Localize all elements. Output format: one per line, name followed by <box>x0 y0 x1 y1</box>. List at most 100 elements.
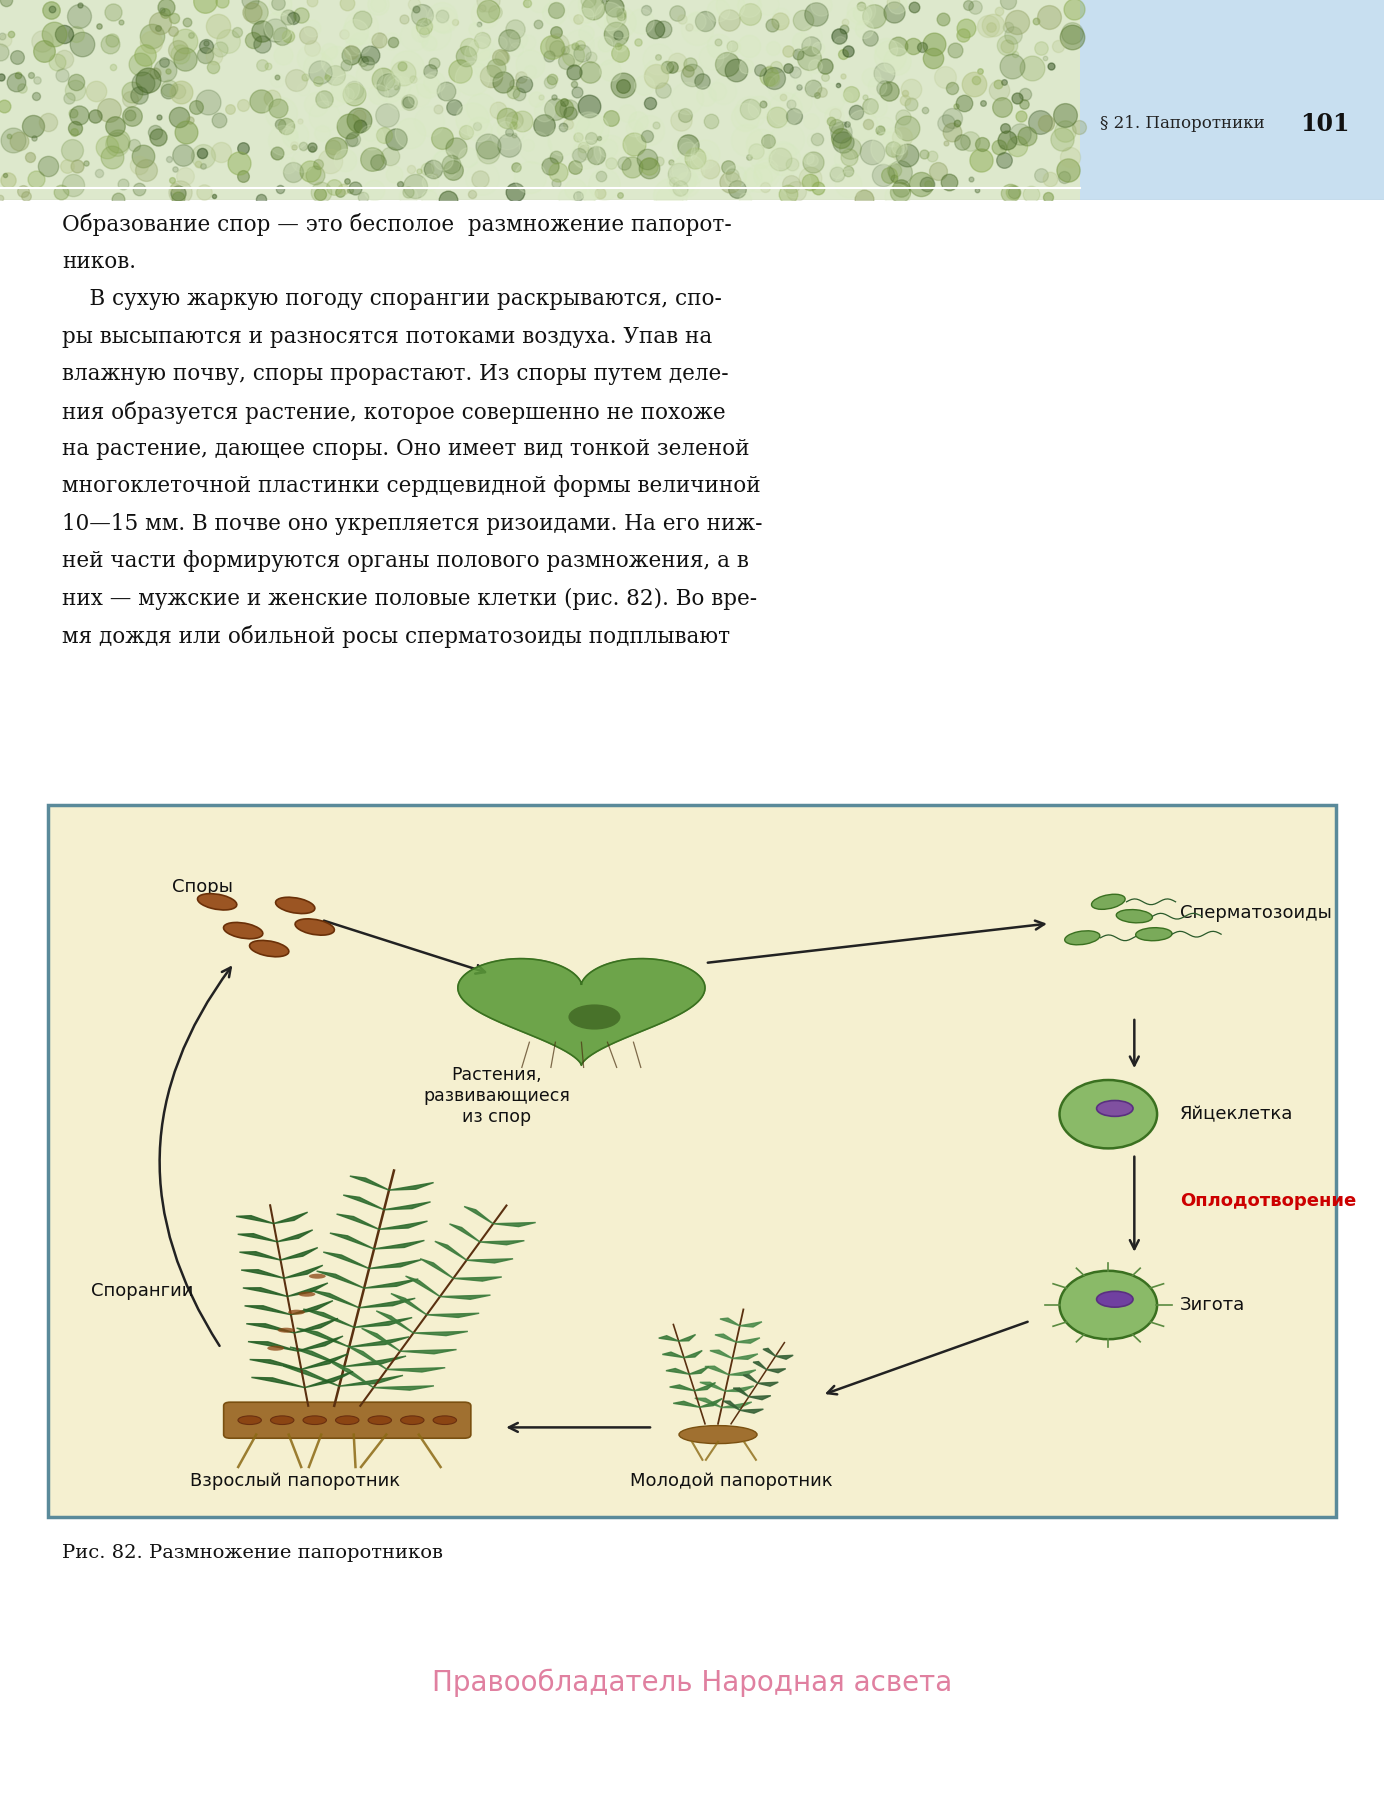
Polygon shape <box>729 1370 756 1375</box>
Text: Яйцеклетка: Яйцеклетка <box>1179 1105 1293 1123</box>
Ellipse shape <box>368 1417 392 1424</box>
Polygon shape <box>239 1251 281 1260</box>
Polygon shape <box>426 1314 479 1318</box>
Polygon shape <box>421 1258 454 1278</box>
Polygon shape <box>725 1386 754 1391</box>
Polygon shape <box>349 1337 410 1346</box>
Polygon shape <box>289 1346 345 1366</box>
Polygon shape <box>493 1222 536 1226</box>
Polygon shape <box>241 1269 284 1278</box>
Polygon shape <box>370 1260 421 1269</box>
Polygon shape <box>389 1183 433 1190</box>
Polygon shape <box>406 1276 440 1296</box>
Text: Правообладатель Народная асвета: Правообладатель Народная асвета <box>432 1669 952 1697</box>
Polygon shape <box>695 1399 721 1408</box>
Ellipse shape <box>278 1328 295 1332</box>
Polygon shape <box>721 1402 752 1408</box>
Text: § 21. Папоротники: § 21. Папоротники <box>1100 115 1265 133</box>
Polygon shape <box>767 1368 786 1373</box>
Polygon shape <box>252 1377 304 1388</box>
Text: Спорангии: Спорангии <box>91 1282 194 1300</box>
Polygon shape <box>345 1355 406 1366</box>
Polygon shape <box>274 1211 307 1224</box>
Polygon shape <box>288 1283 328 1296</box>
Polygon shape <box>284 1366 339 1386</box>
Ellipse shape <box>1096 1291 1133 1307</box>
Polygon shape <box>376 1310 414 1334</box>
Polygon shape <box>336 1213 379 1229</box>
Ellipse shape <box>400 1417 424 1424</box>
Polygon shape <box>740 1321 763 1327</box>
Polygon shape <box>732 1354 758 1359</box>
Polygon shape <box>466 1258 513 1264</box>
Polygon shape <box>435 1242 466 1260</box>
Text: них — мужские и женские половые клетки (рис. 82). Во вре-: них — мужские и женские половые клетки (… <box>62 587 757 610</box>
Text: ней части формируются органы полового размножения, а в: ней части формируются органы полового ра… <box>62 551 749 572</box>
Polygon shape <box>246 1323 295 1332</box>
Polygon shape <box>763 1348 775 1355</box>
Ellipse shape <box>309 1274 325 1278</box>
Text: Образование спор — это бесполое  размножение папорот-: Образование спор — это бесполое размноже… <box>62 212 732 236</box>
Ellipse shape <box>1136 927 1172 941</box>
Text: Рис. 82. Размножение папоротников: Рис. 82. Размножение папоротников <box>62 1544 443 1562</box>
Ellipse shape <box>275 896 314 914</box>
Polygon shape <box>350 1175 389 1190</box>
Ellipse shape <box>224 922 263 940</box>
Polygon shape <box>237 1215 274 1224</box>
Polygon shape <box>310 1291 358 1309</box>
Polygon shape <box>700 1399 722 1408</box>
Polygon shape <box>734 1388 749 1397</box>
Ellipse shape <box>303 1417 327 1424</box>
Text: Зигота: Зигота <box>1179 1296 1246 1314</box>
Polygon shape <box>295 1318 338 1332</box>
Ellipse shape <box>299 1292 316 1296</box>
Ellipse shape <box>249 940 289 958</box>
Polygon shape <box>248 1341 298 1352</box>
Polygon shape <box>324 1253 370 1269</box>
Polygon shape <box>673 1400 700 1408</box>
Text: влажную почву, споры прорастают. Из споры путем деле-: влажную почву, споры прорастают. Из спор… <box>62 364 729 385</box>
Polygon shape <box>700 1382 725 1391</box>
Polygon shape <box>374 1240 425 1249</box>
Polygon shape <box>663 1352 684 1357</box>
Polygon shape <box>347 1346 388 1370</box>
FancyBboxPatch shape <box>224 1402 471 1438</box>
Ellipse shape <box>1060 1080 1157 1148</box>
Text: В сухую жаркую погоду спорангии раскрываются, спо-: В сухую жаркую погоду спорангии раскрыва… <box>62 288 722 310</box>
Polygon shape <box>757 1382 778 1386</box>
Polygon shape <box>242 1287 288 1296</box>
Ellipse shape <box>569 1004 620 1030</box>
Polygon shape <box>689 1366 709 1373</box>
Polygon shape <box>304 1372 353 1388</box>
Polygon shape <box>238 1233 277 1242</box>
Text: Сперматозоиды: Сперматозоиды <box>1179 904 1331 922</box>
Polygon shape <box>400 1350 457 1354</box>
Polygon shape <box>450 1224 480 1242</box>
Text: Споры: Споры <box>172 878 233 896</box>
Polygon shape <box>740 1409 764 1413</box>
Polygon shape <box>388 1368 446 1372</box>
Polygon shape <box>749 1395 771 1400</box>
Polygon shape <box>303 1309 354 1327</box>
Polygon shape <box>361 1328 400 1352</box>
Polygon shape <box>296 1328 349 1346</box>
Polygon shape <box>454 1276 502 1282</box>
Bar <box>1080 0 1384 200</box>
Polygon shape <box>716 1334 736 1343</box>
Ellipse shape <box>335 1417 358 1424</box>
Text: многоклеточной пластинки сердцевидной формы величиной: многоклеточной пластинки сердцевидной фо… <box>62 475 761 497</box>
Polygon shape <box>298 1336 343 1352</box>
Text: 10—15 мм. В почве оно укрепляется ризоидами. На его ниж-: 10—15 мм. В почве оно укрепляется ризоид… <box>62 513 763 535</box>
Ellipse shape <box>295 918 335 936</box>
Polygon shape <box>678 1334 696 1341</box>
Ellipse shape <box>270 1417 293 1424</box>
Polygon shape <box>284 1265 322 1278</box>
Polygon shape <box>329 1233 374 1249</box>
Text: ния образуется растение, которое совершенно не похоже: ния образуется растение, которое соверше… <box>62 401 725 423</box>
Polygon shape <box>374 1386 435 1390</box>
Polygon shape <box>354 1318 412 1327</box>
Ellipse shape <box>1064 931 1100 945</box>
Polygon shape <box>695 1382 716 1391</box>
Ellipse shape <box>238 1417 262 1424</box>
Ellipse shape <box>267 1346 284 1350</box>
